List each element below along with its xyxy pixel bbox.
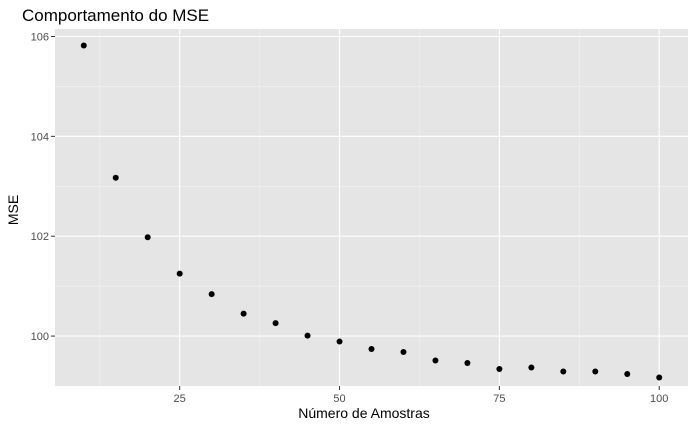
plot-panel [55, 29, 688, 386]
data-point [528, 364, 535, 371]
x-axis: 25 50 75 100 [174, 386, 668, 405]
data-point [400, 349, 407, 356]
data-point [496, 366, 503, 373]
major-gridlines [55, 29, 688, 386]
data-point [624, 371, 631, 378]
data-point [368, 346, 375, 353]
y-tick-label: 102 [31, 231, 49, 243]
data-point [80, 42, 87, 49]
y-tick-label: 106 [31, 31, 49, 43]
data-point [272, 320, 279, 327]
minor-gridlines [55, 29, 688, 386]
data-points [80, 42, 663, 381]
data-point [336, 338, 343, 345]
data-point [464, 360, 471, 367]
data-point [176, 270, 183, 277]
data-point [208, 291, 215, 298]
x-tick-label: 25 [174, 393, 186, 405]
data-point [144, 234, 151, 241]
x-tick-label: 50 [333, 393, 345, 405]
x-tick-label: 100 [650, 393, 668, 405]
data-point [560, 368, 567, 375]
y-tick-label: 104 [31, 131, 49, 143]
data-point [432, 357, 439, 364]
y-tick-label: 100 [31, 331, 49, 343]
data-point [240, 310, 247, 317]
x-tick-label: 75 [493, 393, 505, 405]
data-point [112, 174, 119, 181]
y-axis-title: MSE [5, 195, 21, 225]
data-point [656, 374, 663, 381]
data-point [592, 368, 599, 375]
x-axis-title: Número de Amostras [298, 405, 430, 421]
chart-title: Comportamento do MSE [22, 6, 209, 25]
y-axis: 100 102 104 106 [31, 31, 55, 343]
data-point [304, 332, 311, 339]
